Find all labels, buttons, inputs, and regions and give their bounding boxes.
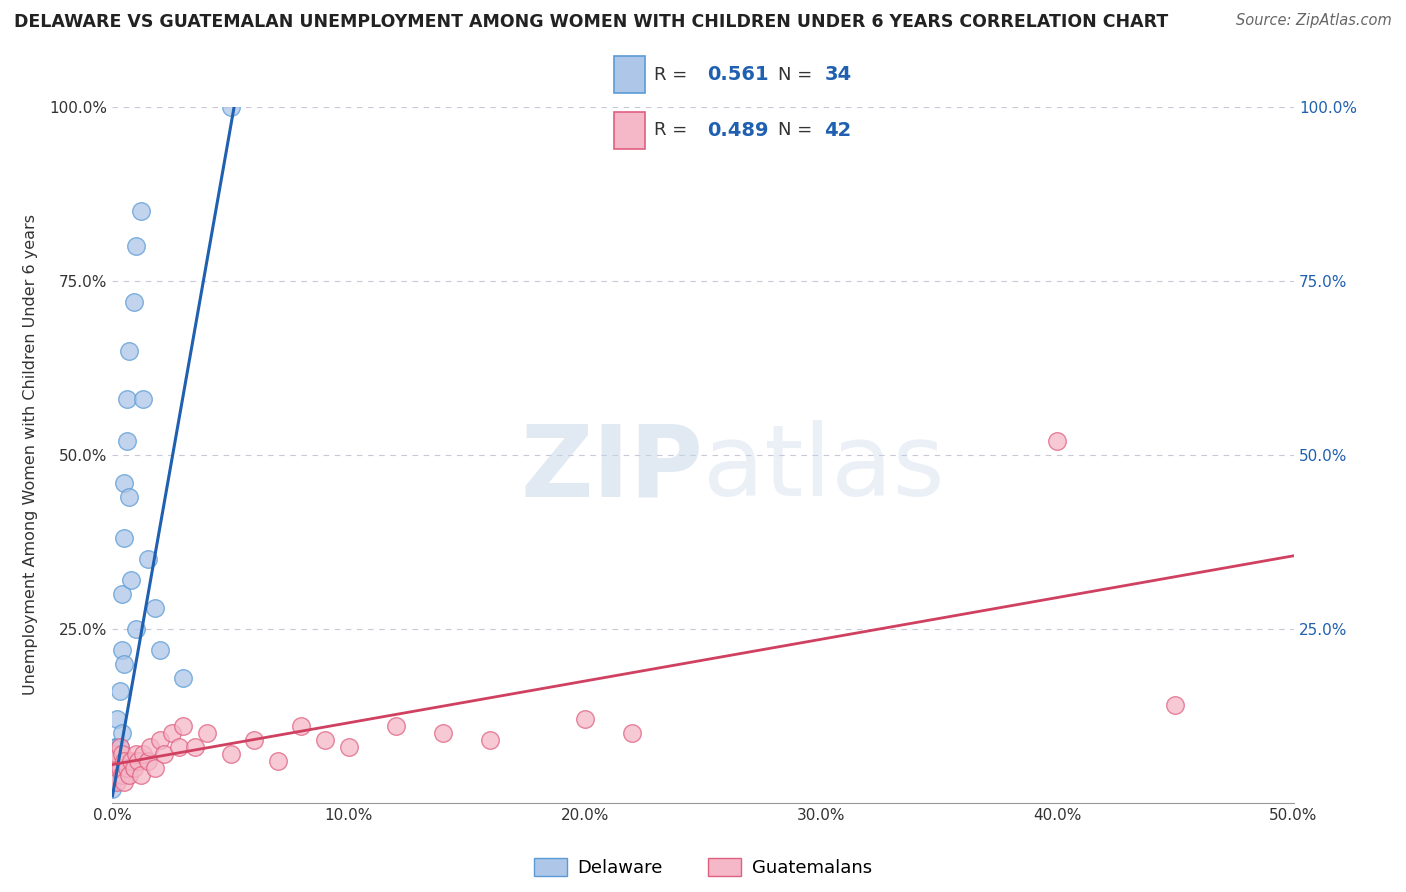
- Bar: [614, 112, 645, 149]
- Point: [122, 294, 145, 309]
- Point: [160, 726, 183, 740]
- Point: [195, 726, 218, 740]
- Point: [118, 490, 141, 504]
- Text: Source: ZipAtlas.com: Source: ZipAtlas.com: [1236, 13, 1392, 29]
- Point: [621, 726, 644, 740]
- Text: N =: N =: [778, 66, 818, 84]
- Point: [337, 740, 360, 755]
- Point: [267, 754, 290, 768]
- Point: [149, 642, 172, 657]
- Point: [112, 532, 135, 546]
- Point: [120, 754, 142, 768]
- Point: [149, 733, 172, 747]
- Point: [101, 775, 124, 789]
- Point: [118, 343, 141, 358]
- Point: [104, 768, 127, 782]
- Point: [108, 740, 131, 755]
- Point: [111, 747, 134, 761]
- Point: [111, 587, 134, 601]
- Point: [112, 754, 135, 768]
- Text: 0.561: 0.561: [707, 65, 768, 84]
- Point: [139, 740, 162, 755]
- Point: [105, 740, 128, 755]
- Point: [1164, 698, 1187, 713]
- Text: R =: R =: [654, 66, 693, 84]
- Point: [115, 392, 138, 407]
- Point: [125, 747, 148, 761]
- Point: [167, 740, 190, 755]
- Point: [105, 712, 128, 726]
- Legend: Delaware, Guatemalans: Delaware, Guatemalans: [527, 850, 879, 884]
- Point: [219, 100, 242, 114]
- Point: [101, 781, 124, 796]
- Point: [118, 768, 141, 782]
- Point: [143, 601, 166, 615]
- Point: [111, 726, 134, 740]
- Point: [105, 768, 128, 782]
- Point: [105, 747, 128, 761]
- Point: [125, 622, 148, 636]
- Point: [111, 642, 134, 657]
- Point: [172, 719, 194, 733]
- Text: 42: 42: [824, 121, 852, 140]
- Point: [111, 768, 134, 782]
- Text: 34: 34: [824, 65, 851, 84]
- Point: [104, 754, 127, 768]
- Point: [1046, 434, 1069, 448]
- Point: [101, 761, 124, 775]
- Text: R =: R =: [654, 121, 693, 139]
- Y-axis label: Unemployment Among Women with Children Under 6 years: Unemployment Among Women with Children U…: [22, 214, 38, 696]
- Point: [108, 684, 131, 698]
- Point: [136, 754, 159, 768]
- Point: [132, 747, 155, 761]
- Point: [129, 204, 152, 219]
- Text: DELAWARE VS GUATEMALAN UNEMPLOYMENT AMONG WOMEN WITH CHILDREN UNDER 6 YEARS CORR: DELAWARE VS GUATEMALAN UNEMPLOYMENT AMON…: [14, 13, 1168, 31]
- Point: [115, 434, 138, 448]
- Point: [385, 719, 408, 733]
- Text: atlas: atlas: [703, 420, 945, 517]
- Point: [172, 671, 194, 685]
- Text: ZIP: ZIP: [520, 420, 703, 517]
- Point: [132, 392, 155, 407]
- Point: [108, 761, 131, 775]
- Point: [432, 726, 454, 740]
- Bar: [614, 56, 645, 94]
- Text: 0.489: 0.489: [707, 121, 768, 140]
- Point: [104, 740, 127, 755]
- Point: [112, 475, 135, 490]
- Point: [108, 740, 131, 755]
- Point: [574, 712, 596, 726]
- Point: [125, 239, 148, 253]
- Point: [112, 657, 135, 671]
- Point: [129, 768, 152, 782]
- Point: [136, 552, 159, 566]
- Point: [112, 775, 135, 789]
- Point: [104, 754, 127, 768]
- Point: [243, 733, 266, 747]
- Point: [115, 761, 138, 775]
- Point: [314, 733, 336, 747]
- Point: [104, 768, 127, 782]
- Point: [184, 740, 207, 755]
- Point: [108, 761, 131, 775]
- Point: [104, 747, 127, 761]
- Point: [219, 747, 242, 761]
- Point: [120, 573, 142, 587]
- Point: [127, 754, 149, 768]
- Point: [104, 761, 127, 775]
- Point: [105, 775, 128, 789]
- Text: N =: N =: [778, 121, 818, 139]
- Point: [479, 733, 502, 747]
- Point: [143, 761, 166, 775]
- Point: [122, 761, 145, 775]
- Point: [290, 719, 312, 733]
- Point: [153, 747, 176, 761]
